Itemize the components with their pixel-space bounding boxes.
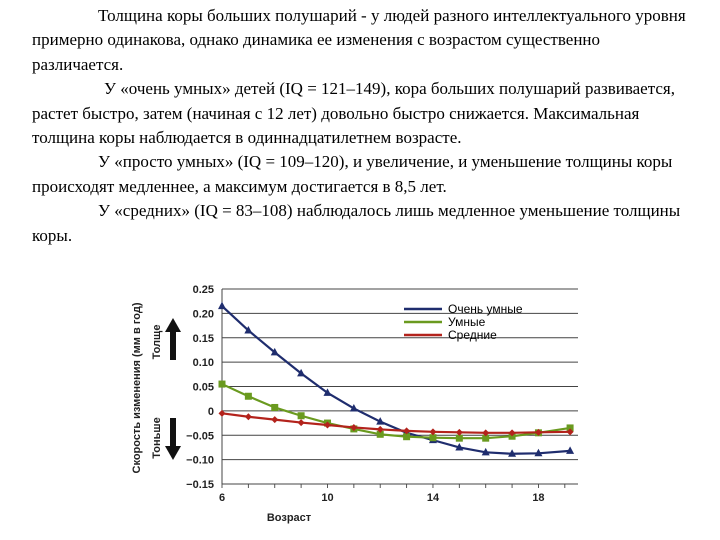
data-point (218, 301, 226, 310)
data-point (297, 419, 305, 427)
y-tick-label: −0.05 (186, 430, 214, 442)
data-point (508, 449, 517, 457)
axis-labels: Скорость изменения (мм в год) Толще Тонь… (131, 302, 312, 524)
y-tick-label: 0.15 (193, 333, 214, 345)
data-point (481, 447, 490, 456)
data-point (376, 430, 384, 438)
data-point (403, 433, 411, 441)
data-point (297, 412, 305, 420)
data-point (376, 425, 384, 433)
paragraph-1: Толщина коры больших полушарий - у людей… (32, 6, 686, 74)
y-tick-label: 0.10 (193, 357, 214, 369)
data-point (534, 428, 542, 436)
data-point (566, 446, 575, 454)
legend-label: Очень умные (448, 302, 523, 316)
data-point (270, 347, 279, 356)
data-point (429, 434, 437, 442)
data-point (244, 413, 252, 421)
x-tick-label: 6 (219, 492, 225, 504)
data-point (403, 427, 411, 435)
paragraph-3: У «просто умных» (IQ = 109–120), и увели… (32, 152, 673, 196)
series-line (221, 383, 571, 440)
x-axis-label: Возраст (267, 512, 312, 524)
legend-label: Средние (448, 328, 497, 342)
y-axis-label: Скорость изменения (мм в год) (131, 302, 143, 473)
data-point (566, 424, 574, 432)
data-point (429, 428, 437, 436)
data-point (323, 421, 331, 429)
data-point (455, 434, 463, 442)
paragraph-2: У «очень умных» детей (IQ = 121–149), ко… (32, 79, 675, 148)
y-tick-label: 0.20 (193, 308, 214, 320)
data-point (508, 429, 516, 437)
data-point (323, 388, 332, 396)
axes: −0.15 −0.10 −0.05 0 0.05 0.10 0.15 0.20 0.25 6 10 1… (186, 284, 566, 504)
series-lines (218, 301, 575, 457)
down-arrow-icon (165, 418, 181, 460)
series-line (221, 412, 571, 434)
data-point (244, 392, 252, 400)
y-tick-label: 0 (208, 406, 214, 418)
data-point (271, 403, 279, 411)
data-point (218, 380, 226, 388)
data-point (297, 368, 306, 377)
legend-label: Умные (448, 315, 486, 329)
y-tick-label: −0.10 (186, 455, 214, 467)
data-point (566, 428, 574, 436)
data-point (482, 434, 490, 442)
y-tick-label: 0.25 (193, 284, 214, 296)
data-point (349, 403, 358, 412)
data-point (455, 428, 463, 436)
data-point (455, 442, 464, 451)
thinner-label: Тоньше (151, 417, 163, 458)
thicker-label: Толще (151, 325, 163, 360)
data-point (350, 423, 358, 431)
x-tick-label: 10 (321, 492, 333, 504)
data-point (244, 325, 253, 334)
data-point (271, 416, 279, 424)
data-point (218, 409, 226, 417)
data-point (376, 417, 385, 425)
data-point (534, 448, 543, 457)
grid-lines (222, 288, 578, 485)
paragraph-4: У «средних» (IQ = 83–108) наблюдалось ли… (32, 201, 681, 245)
x-tick-label: 14 (427, 492, 440, 504)
series-line (221, 305, 571, 455)
y-tick-label: 0.05 (193, 382, 214, 394)
up-arrow-icon (165, 318, 181, 360)
x-tick-label: 18 (532, 492, 544, 504)
y-tick-label: −0.15 (186, 479, 214, 491)
data-point (482, 429, 490, 437)
description-text: Толщина коры больших полушарий - у людей… (32, 4, 692, 248)
